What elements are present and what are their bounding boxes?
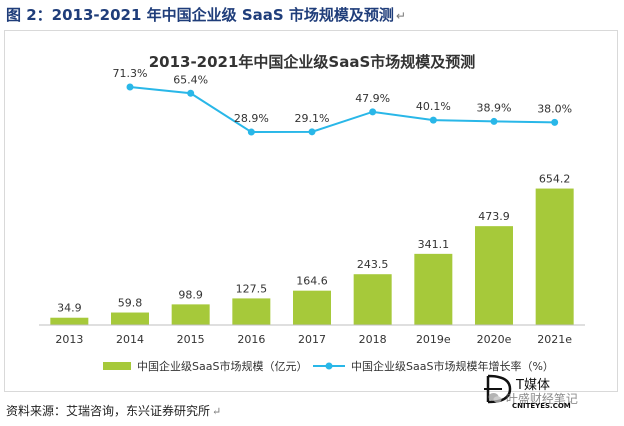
bar-value-label: 341.1 <box>418 238 450 251</box>
bar-value-label: 164.6 <box>296 275 328 288</box>
x-tick-label: 2016 <box>237 333 265 346</box>
legend-bar-label: 中国企业级SaaS市场规模（亿元） <box>137 359 307 373</box>
x-tick-label: 2018 <box>359 333 387 346</box>
line-point <box>490 117 498 125</box>
x-tick-label: 2013 <box>55 333 83 346</box>
x-tick-label: 2021e <box>537 333 572 346</box>
source-text: 资料来源：艾瑞咨询，东兴证券研究所 <box>6 404 211 418</box>
bar-value-label: 98.9 <box>178 288 203 301</box>
bar-value-label: 654.2 <box>539 173 571 186</box>
growth-line <box>129 86 555 134</box>
line-series: 71.3% 65.4% 28.9% 29.1% 47.9% 40.1% 38.9% 38.0% <box>113 67 572 136</box>
x-tick-label: 2020e <box>477 333 512 346</box>
line-value-label: 28.9% <box>234 112 269 125</box>
watermark-subtext: CNITEYES.COM <box>512 402 571 410</box>
line-value-label: 38.0% <box>537 102 572 115</box>
line-point <box>126 83 134 91</box>
source-note: 资料来源：艾瑞咨询，东兴证券研究所 ↵ <box>6 402 221 419</box>
chart-panel: 2013-2021年中国企业级SaaS市场规模及预测 34.9 59.8 98.9 1… <box>4 30 618 392</box>
bar <box>232 298 271 325</box>
watermark-note-text: 叶盛财经笔记 <box>505 392 578 406</box>
watermark-brand: T媒体 <box>516 378 550 393</box>
bar-value-label: 473.9 <box>478 210 510 223</box>
bar <box>353 274 392 325</box>
bar <box>414 253 453 325</box>
figure-title-text: 图 2：2013-2021 年中国企业级 SaaS 市场规模及预测 <box>6 6 394 24</box>
figure-title: 图 2：2013-2021 年中国企业级 SaaS 市场规模及预测 ↵ <box>6 4 406 25</box>
line-point <box>308 128 316 136</box>
bar-value-label: 34.9 <box>57 302 82 315</box>
x-tick-label: 2019e <box>416 333 451 346</box>
line-value-label: 71.3% <box>113 67 148 80</box>
wechat-icon <box>488 393 502 403</box>
return-mark: ↵ <box>395 9 406 23</box>
legend: 中国企业级SaaS市场规模（亿元） 中国企业级SaaS市场规模年增长率（%） <box>103 359 554 373</box>
x-tick-label: 2017 <box>298 333 326 346</box>
x-tick-labels: 2013 2014 2015 2016 2017 2018 2019e 2020e 2021e <box>55 333 572 346</box>
line-value-label: 65.4% <box>173 73 208 86</box>
line-value-label: 38.9% <box>477 101 512 114</box>
line-point <box>429 116 437 124</box>
legend-bar-swatch <box>103 362 131 370</box>
source-return-mark: ↵ <box>212 405 222 418</box>
watermark: T媒体 叶盛财经笔记 CNITEYES.COM <box>482 372 620 422</box>
x-tick-label: 2015 <box>177 333 205 346</box>
line-value-label: 40.1% <box>416 100 451 113</box>
bar <box>171 304 210 325</box>
bar-value-label: 243.5 <box>357 258 389 271</box>
chart-title: 2013-2021年中国企业级SaaS市场规模及预测 <box>149 53 476 71</box>
line-point <box>551 118 559 126</box>
legend-line-label: 中国企业级SaaS市场规模年增长率（%） <box>351 359 554 373</box>
bar-value-label: 127.5 <box>236 282 268 295</box>
bar <box>111 312 149 325</box>
watermark-note: 叶盛财经笔记 <box>488 390 578 407</box>
line-point <box>187 89 195 97</box>
bar <box>50 317 89 325</box>
line-value-label: 29.1% <box>295 112 330 125</box>
line-point <box>369 108 377 116</box>
bar-series: 34.9 59.8 98.9 127.5 164.6 243.5 341.1 473.9 654… <box>50 173 574 325</box>
bar <box>293 290 331 325</box>
bar <box>535 188 574 325</box>
bar-value-label: 59.8 <box>118 297 143 310</box>
x-tick-label: 2014 <box>116 333 144 346</box>
legend-line-marker <box>325 362 333 370</box>
line-point <box>247 128 255 136</box>
chart-svg: 2013-2021年中国企业级SaaS市场规模及预测 34.9 59.8 98.9 1… <box>39 53 585 373</box>
line-value-label: 47.9% <box>355 92 390 105</box>
bar <box>475 226 513 325</box>
